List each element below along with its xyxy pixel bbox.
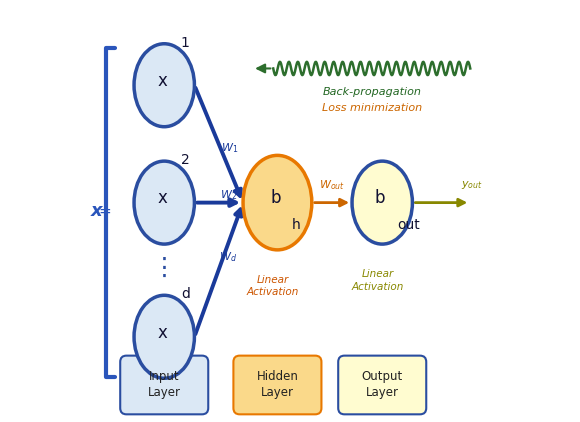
FancyBboxPatch shape [120,356,208,414]
Ellipse shape [243,155,312,250]
FancyBboxPatch shape [233,356,321,414]
Text: Output
Layer: Output Layer [361,371,403,400]
Text: Back-propagation: Back-propagation [322,87,421,97]
Text: out: out [397,218,420,232]
Text: 2: 2 [181,153,190,167]
Text: Input
Layer: Input Layer [148,371,181,400]
Text: x: x [90,202,102,220]
Ellipse shape [134,161,194,244]
Text: $W_2$: $W_2$ [220,188,237,202]
Text: $y_{out}$: $y_{out}$ [462,179,483,191]
Ellipse shape [134,44,194,127]
Text: 1: 1 [181,36,190,50]
Text: x: x [157,72,167,90]
Text: d: d [181,287,190,301]
Text: Loss minimization: Loss minimization [322,103,422,113]
Text: b: b [270,189,281,208]
FancyBboxPatch shape [338,356,426,414]
Text: =: = [99,203,111,219]
Text: x: x [157,324,167,341]
Text: $W_d$: $W_d$ [219,250,237,264]
Ellipse shape [134,295,194,378]
Text: b: b [375,189,385,208]
Text: $W_1$: $W_1$ [221,141,238,155]
Text: x: x [157,189,167,208]
Text: Linear
Activation: Linear Activation [352,269,404,292]
Ellipse shape [352,161,412,244]
Text: h: h [292,218,301,232]
Text: ⋮: ⋮ [152,256,177,280]
Text: Hidden
Layer: Hidden Layer [256,371,298,400]
Text: $W_{out}$: $W_{out}$ [319,178,345,192]
Text: Linear
Activation: Linear Activation [247,275,299,298]
